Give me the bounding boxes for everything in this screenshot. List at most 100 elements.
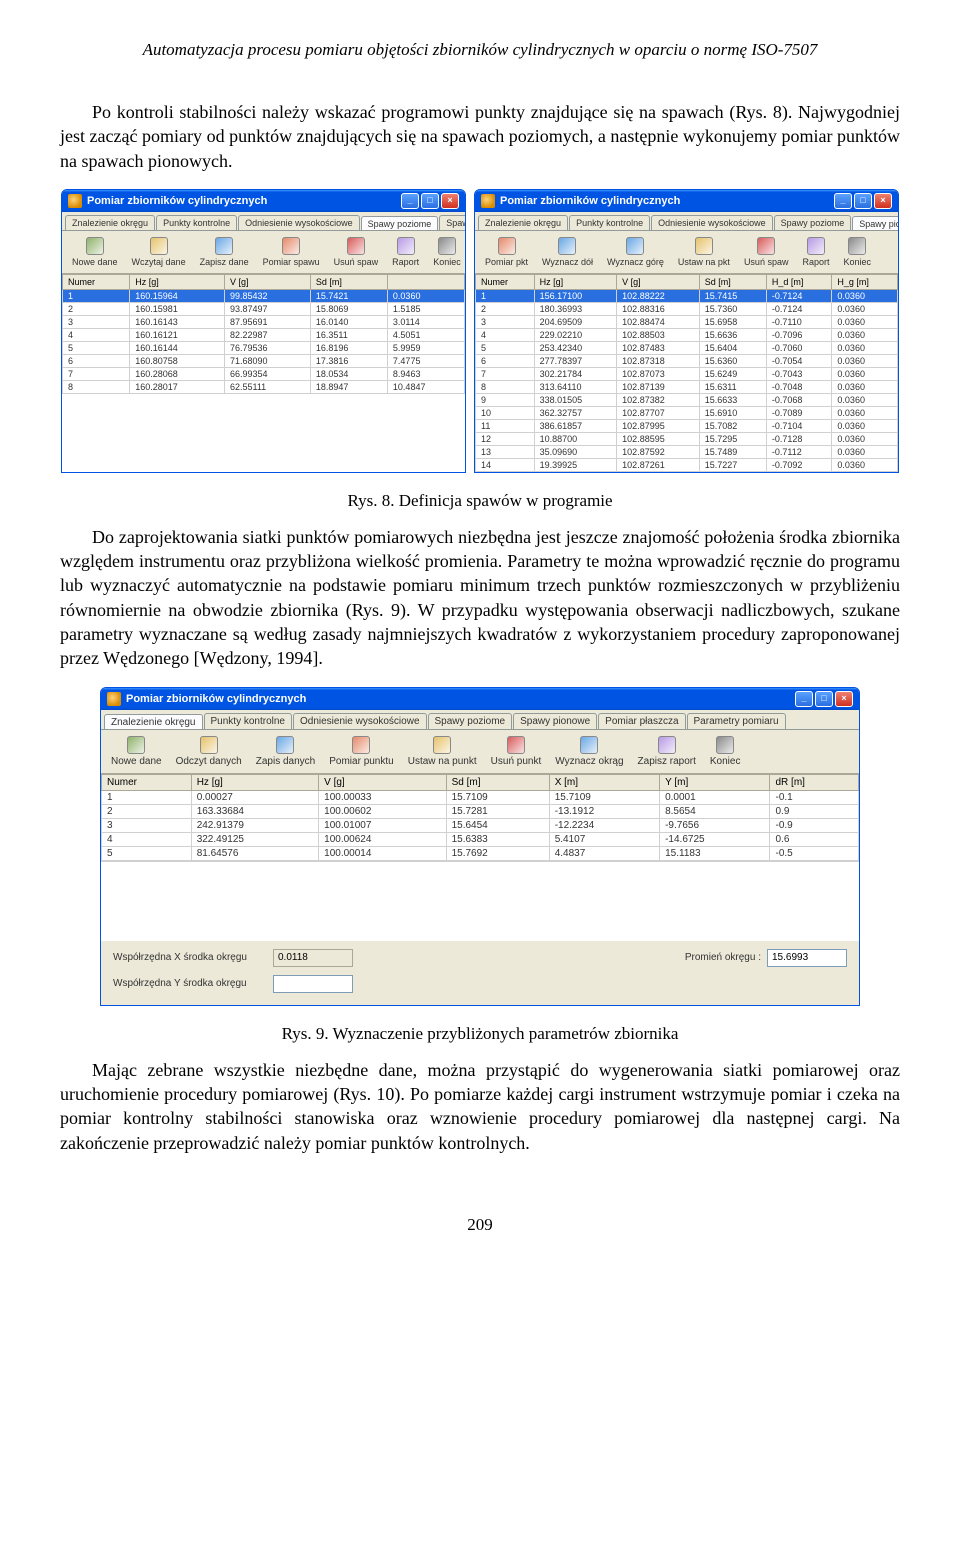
maximize-button[interactable]: □: [854, 193, 872, 209]
toolbar-button[interactable]: Raport: [386, 235, 425, 269]
minimize-button[interactable]: _: [834, 193, 852, 209]
table-row[interactable]: 1210.88700102.8859515.7295-0.71280.0360: [476, 432, 898, 445]
tab-0[interactable]: Znalezienie okręgu: [65, 215, 155, 230]
toolbar-button[interactable]: Pomiar pkt: [479, 235, 534, 269]
tab-2[interactable]: Odniesienie wysokościowe: [651, 215, 773, 230]
table-row[interactable]: 10362.32757102.8770715.6910-0.70890.0360: [476, 406, 898, 419]
table-row[interactable]: 4322.49125100.0062415.63835.4107-14.6725…: [102, 832, 859, 846]
table-row[interactable]: 4229.02210102.8850315.6636-0.70960.0360: [476, 328, 898, 341]
tab-1[interactable]: Punkty kontrolne: [204, 713, 293, 729]
input-y-center[interactable]: [273, 975, 353, 993]
table-row[interactable]: 1156.17100102.8822215.7415-0.71240.0360: [476, 289, 898, 302]
table-row[interactable]: 5160.1614476.7953616.81965.9959: [63, 341, 465, 354]
table-row[interactable]: 9338.01505102.8738215.6633-0.70680.0360: [476, 393, 898, 406]
column-header[interactable]: H_g [m]: [832, 274, 898, 289]
tab-2[interactable]: Odniesienie wysokościowe: [238, 215, 360, 230]
column-header[interactable]: V [g]: [319, 774, 446, 790]
toolbar-button[interactable]: Zapisz dane: [194, 235, 255, 269]
toolbar-button[interactable]: Koniec: [837, 235, 877, 269]
table-row[interactable]: 2163.33684100.0060215.7281-13.19128.5654…: [102, 804, 859, 818]
table-row[interactable]: 7160.2806866.9935418.05348.9463: [63, 367, 465, 380]
table-row[interactable]: 8160.2801762.5511118.894710.4847: [63, 380, 465, 393]
close-button[interactable]: ×: [874, 193, 892, 209]
toolbar-button[interactable]: Koniec: [704, 734, 747, 769]
input-radius[interactable]: [767, 949, 847, 967]
tab-3[interactable]: Spawy poziome: [774, 215, 852, 230]
column-header[interactable]: X [m]: [549, 774, 659, 790]
toolbar-button[interactable]: Pomiar punktu: [323, 734, 399, 769]
table-row[interactable]: 1419.39925102.8726115.7227-0.70920.0360: [476, 458, 898, 471]
column-header[interactable]: Numer: [102, 774, 192, 790]
table-row[interactable]: 3204.69509102.8847415.6958-0.71100.0360: [476, 315, 898, 328]
column-header[interactable]: Numer: [476, 274, 535, 289]
table-row[interactable]: 6160.8075871.6809017.38167.4775: [63, 354, 465, 367]
column-header[interactable]: dR [m]: [770, 774, 859, 790]
tab-1[interactable]: Punkty kontrolne: [156, 215, 237, 230]
table-row[interactable]: 1160.1596499.8543215.74210.0360: [63, 289, 465, 302]
toolbar-button[interactable]: Usuń spaw: [328, 235, 385, 269]
tab-4[interactable]: Spawy pionowe: [513, 713, 597, 729]
table-row[interactable]: 1335.09690102.8759215.7489-0.71120.0360: [476, 445, 898, 458]
tab-0[interactable]: Znalezienie okręgu: [104, 714, 203, 730]
table-row[interactable]: 8313.64110102.8713915.6311-0.70480.0360: [476, 380, 898, 393]
column-header[interactable]: V [g]: [617, 274, 700, 289]
toolbar-button[interactable]: Ustaw na pkt: [672, 235, 736, 269]
tab-3[interactable]: Spawy poziome: [428, 713, 513, 729]
table-row[interactable]: 3242.91379100.0100715.6454-12.2234-9.765…: [102, 818, 859, 832]
tab-4[interactable]: Spawy pionowe: [439, 215, 465, 230]
toolbar-button[interactable]: Nowe dane: [105, 734, 168, 769]
minimize-button[interactable]: _: [795, 691, 813, 707]
tab-3[interactable]: Spawy poziome: [361, 216, 439, 231]
column-header[interactable]: Numer: [63, 274, 130, 289]
column-header[interactable]: H_d [m]: [766, 274, 832, 289]
tab-2[interactable]: Odniesienie wysokościowe: [293, 713, 427, 729]
table-row[interactable]: 7302.21784102.8707315.6249-0.70430.0360: [476, 367, 898, 380]
table-cell: 18.0534: [310, 367, 387, 380]
column-header[interactable]: V [g]: [224, 274, 310, 289]
table-row[interactable]: 2160.1598193.8749715.80691.5185: [63, 302, 465, 315]
tab-4[interactable]: Spawy pionowe: [852, 216, 898, 231]
tab-0[interactable]: Znalezienie okręgu: [478, 215, 568, 230]
close-button[interactable]: ×: [835, 691, 853, 707]
table-row[interactable]: 581.64576100.0001415.76924.483715.1183-0…: [102, 846, 859, 860]
table-row[interactable]: 11386.61857102.8799515.7082-0.71040.0360: [476, 419, 898, 432]
column-header[interactable]: Hz [g]: [534, 274, 617, 289]
toolbar-button[interactable]: Wyznacz okrąg: [549, 734, 629, 769]
table-row[interactable]: 5253.42340102.8748315.6404-0.70600.0360: [476, 341, 898, 354]
table-row[interactable]: 4160.1612182.2298716.35114.5051: [63, 328, 465, 341]
tab-5[interactable]: Pomiar płaszcza: [598, 713, 685, 729]
column-header[interactable]: Sd [m]: [446, 774, 549, 790]
toolbar-button[interactable]: Wczytaj dane: [126, 235, 192, 269]
toolbar-button[interactable]: Koniec: [427, 235, 466, 269]
toolbar-button[interactable]: Zapisz raport: [632, 734, 702, 769]
toolbar-button[interactable]: Pomiar spawu: [257, 235, 326, 269]
toolbar-button[interactable]: Raport: [796, 235, 835, 269]
maximize-button[interactable]: □: [421, 193, 439, 209]
column-header[interactable]: Hz [g]: [191, 774, 318, 790]
column-header[interactable]: Sd [m]: [699, 274, 766, 289]
toolbar-button[interactable]: Ustaw na punkt: [402, 734, 483, 769]
toolbar-button[interactable]: Wyznacz górę: [601, 235, 670, 269]
toolbar-button[interactable]: Odczyt danych: [170, 734, 248, 769]
maximize-button[interactable]: □: [815, 691, 833, 707]
table-row[interactable]: 2180.36993102.8831615.7360-0.71240.0360: [476, 302, 898, 315]
toolbar-button[interactable]: Wyznacz dół: [536, 235, 599, 269]
data-grid[interactable]: NumerHz [g]V [g]Sd [m]X [m]Y [m]dR [m]10…: [101, 774, 859, 861]
close-button[interactable]: ×: [441, 193, 459, 209]
column-header[interactable]: Hz [g]: [130, 274, 225, 289]
input-x-center[interactable]: [273, 949, 353, 967]
tab-1[interactable]: Punkty kontrolne: [569, 215, 650, 230]
toolbar-button[interactable]: Nowe dane: [66, 235, 124, 269]
toolbar-button[interactable]: Usuń spaw: [738, 235, 795, 269]
table-row[interactable]: 10.00027100.0003315.710915.71090.0001-0.…: [102, 790, 859, 804]
table-row[interactable]: 3160.1614387.9569116.01403.0114: [63, 315, 465, 328]
data-grid[interactable]: NumerHz [g]V [g]Sd [m]H_d [m]H_g [m]1156…: [475, 274, 898, 472]
toolbar-button[interactable]: Zapis danych: [250, 734, 321, 769]
tab-6[interactable]: Parametry pomiaru: [687, 713, 786, 729]
column-header[interactable]: Y [m]: [660, 774, 770, 790]
data-grid[interactable]: NumerHz [g]V [g]Sd [m] 1160.1596499.8543…: [62, 274, 465, 394]
table-row[interactable]: 6277.78397102.8731815.6360-0.70540.0360: [476, 354, 898, 367]
column-header[interactable]: Sd [m]: [310, 274, 387, 289]
minimize-button[interactable]: _: [401, 193, 419, 209]
toolbar-button[interactable]: Usuń punkt: [485, 734, 548, 769]
